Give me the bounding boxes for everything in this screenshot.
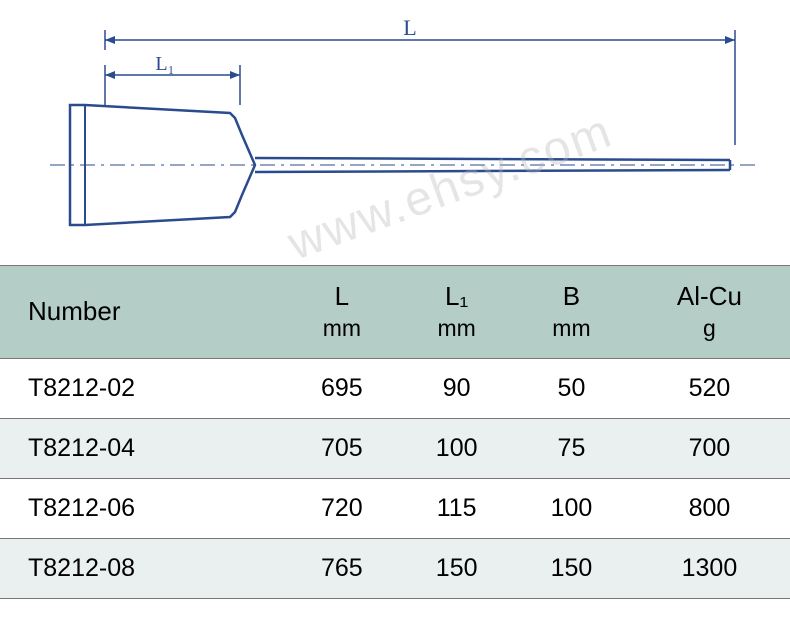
- table-row: T8212-02 695 90 50 520: [0, 358, 790, 418]
- cell-L: 695: [284, 358, 399, 418]
- cell-B: 75: [514, 418, 629, 478]
- table-row: T8212-08 765 150 150 1300: [0, 538, 790, 598]
- cell-number: T8212-06: [0, 478, 284, 538]
- cell-number: T8212-04: [0, 418, 284, 478]
- table-body: T8212-02 695 90 50 520 T8212-04 705 100 …: [0, 358, 790, 598]
- cell-L1: 150: [399, 538, 514, 598]
- col-header-L: L mm: [284, 266, 399, 359]
- cell-L: 765: [284, 538, 399, 598]
- spec-table: Number L mm L₁ mm B mm Al-Cu g: [0, 265, 790, 599]
- cell-number: T8212-02: [0, 358, 284, 418]
- cell-AlCu: 700: [629, 418, 790, 478]
- cell-AlCu: 800: [629, 478, 790, 538]
- table-row: T8212-06 720 115 100 800: [0, 478, 790, 538]
- cell-B: 50: [514, 358, 629, 418]
- cell-L1: 115: [399, 478, 514, 538]
- col-header-B: B mm: [514, 266, 629, 359]
- cell-L1: 100: [399, 418, 514, 478]
- cell-L: 720: [284, 478, 399, 538]
- cell-B: 100: [514, 478, 629, 538]
- cell-B: 150: [514, 538, 629, 598]
- cell-AlCu: 1300: [629, 538, 790, 598]
- tool-diagram-svg: L L₁: [30, 20, 760, 245]
- col-header-number: Number: [0, 266, 284, 359]
- col-header-L1: L₁ mm: [399, 266, 514, 359]
- technical-diagram: L L₁: [0, 0, 790, 265]
- cell-AlCu: 520: [629, 358, 790, 418]
- dim-label-L: L: [403, 20, 416, 40]
- spec-table-container: Number L mm L₁ mm B mm Al-Cu g: [0, 265, 790, 599]
- table-header-row: Number L mm L₁ mm B mm Al-Cu g: [0, 266, 790, 359]
- cell-L1: 90: [399, 358, 514, 418]
- col-header-AlCu: Al-Cu g: [629, 266, 790, 359]
- table-row: T8212-04 705 100 75 700: [0, 418, 790, 478]
- cell-number: T8212-08: [0, 538, 284, 598]
- cell-L: 705: [284, 418, 399, 478]
- dim-label-L1: L₁: [155, 53, 174, 75]
